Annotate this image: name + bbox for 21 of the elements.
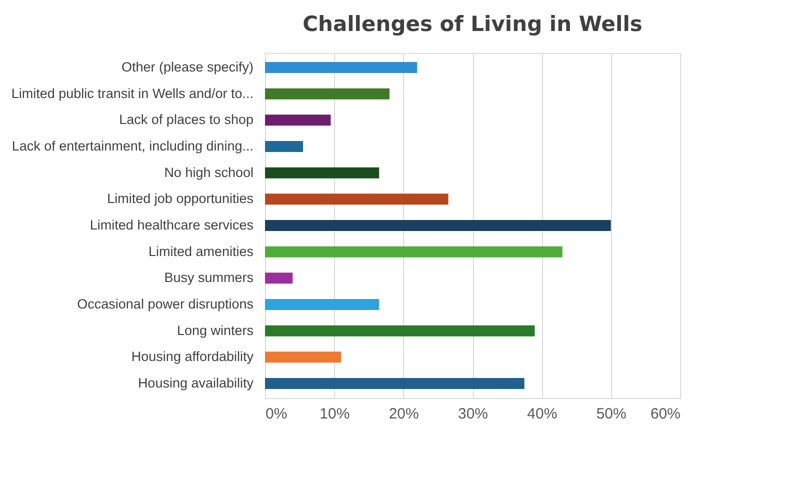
y-tick-label: No high school bbox=[164, 164, 254, 180]
x-tick-label: 40% bbox=[527, 406, 558, 422]
y-tick-label: Lack of places to shop bbox=[119, 112, 254, 128]
chart-title: Challenges of Living in Wells bbox=[302, 12, 642, 36]
y-tick-label: Limited job opportunities bbox=[107, 191, 254, 206]
y-tick-label: Housing availability bbox=[138, 376, 254, 391]
y-tick-label: Limited healthcare services bbox=[90, 218, 254, 232]
x-tick-label: 60% bbox=[650, 406, 680, 422]
y-tick-label: Limited public transit in Wells and/or to... bbox=[11, 86, 254, 101]
y-tick-label: Busy summers bbox=[164, 270, 254, 286]
x-tick-label: 50% bbox=[596, 406, 626, 422]
x-tick-label: 10% bbox=[320, 406, 350, 422]
y-tick-label: Long winters bbox=[176, 322, 254, 338]
y-tick-label: Other (please specify) bbox=[121, 59, 254, 74]
y-tick-label: Occasional power disruptions bbox=[77, 296, 254, 312]
x-tick-label: 30% bbox=[458, 406, 488, 422]
x-tick-label: 20% bbox=[388, 406, 419, 422]
y-tick-label: Housing affordability bbox=[131, 349, 254, 364]
x-tick-label: 0% bbox=[266, 406, 288, 422]
y-tick-label: Limited amenities bbox=[148, 244, 254, 259]
y-tick-label: Lack of entertainment, including dining... bbox=[12, 138, 254, 154]
